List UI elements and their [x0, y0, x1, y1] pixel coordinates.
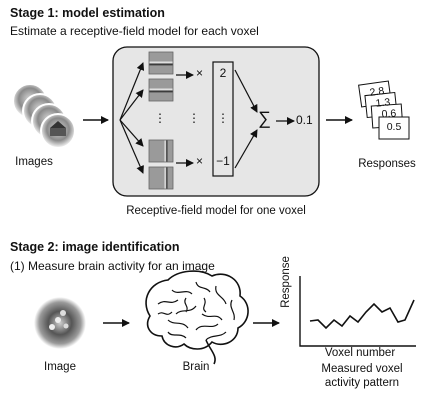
response-cards — [358, 80, 410, 140]
weight-ellipsis: ⋮ — [217, 111, 229, 125]
stage2-brain-label: Brain — [182, 361, 210, 373]
images-label: Images — [15, 156, 53, 168]
plot-y-label: Response — [280, 256, 292, 308]
output-value: 0.1 — [296, 113, 313, 127]
responses-label: Responses — [358, 158, 416, 170]
products-ellipsis: ⋮ — [188, 111, 200, 125]
weight-first: 2 — [219, 66, 227, 80]
pattern-label-line2: activity pattern — [324, 377, 400, 389]
filter-thumbnails — [148, 51, 174, 190]
weight-last: −1 — [216, 154, 230, 168]
response-card-4: 0.5 — [386, 121, 402, 133]
plot-axes — [299, 276, 416, 347]
activity-trace — [309, 299, 415, 330]
pattern-label-line1: Measured voxel — [321, 363, 403, 375]
stage2-subtitle: (1) Measure brain activity for an image — [10, 259, 215, 273]
weights-to-sum-arrows — [234, 69, 258, 169]
model-branch-arrows — [119, 62, 145, 174]
sum-symbol: ∑ — [258, 108, 271, 128]
stage1-title: Stage 1: model estimation — [10, 6, 165, 20]
response-card-3: 0.6 — [381, 107, 397, 121]
brain-illustration — [145, 270, 249, 365]
model-caption: Receptive-field model for one voxel — [126, 205, 306, 217]
stage2-title: Stage 2: image identification — [10, 240, 180, 254]
filter-output-arrows — [176, 71, 194, 167]
weights-column — [212, 61, 234, 177]
multiply-sign-top: × — [196, 66, 204, 80]
stage2-image — [34, 297, 86, 349]
multiply-sign-bottom: × — [196, 154, 204, 168]
stage1-subtitle: Estimate a receptive-field model for eac… — [10, 24, 259, 38]
input-images-stack — [12, 83, 76, 149]
plot-x-label: Voxel number — [324, 347, 396, 359]
stage2-image-label: Image — [44, 361, 76, 373]
filters-ellipsis: ⋮ — [154, 111, 166, 125]
activity-plot — [299, 276, 416, 347]
